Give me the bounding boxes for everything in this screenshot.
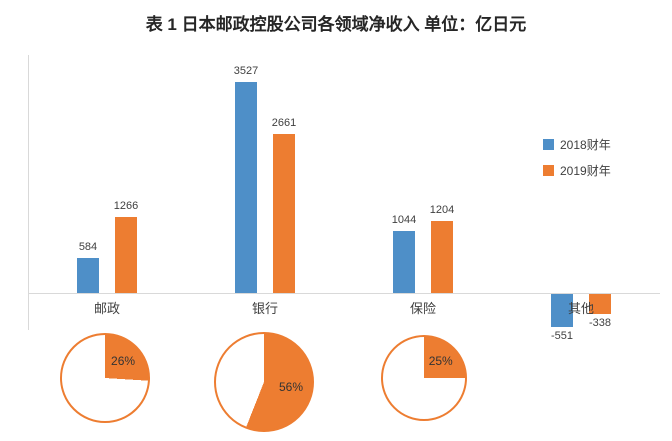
pie-chart-cat3	[381, 335, 467, 421]
bar-series2-cat4	[589, 294, 611, 315]
x-axis-line	[28, 293, 660, 294]
bar-series1-cat2	[235, 82, 257, 293]
value-label: 3527	[233, 65, 259, 77]
pie-label: 25%	[428, 354, 453, 369]
legend-swatch-2019	[543, 165, 554, 176]
legend-item-2019: 2019财年	[543, 162, 611, 179]
value-label: 584	[78, 241, 98, 254]
legend-label-2018: 2018财年	[560, 138, 611, 152]
page-title: 表 1 日本邮政控股公司各领域净收入 单位：亿日元	[145, 15, 527, 34]
bar-series2-cat2	[273, 133, 295, 293]
legend-label-2019: 2019财年	[560, 164, 611, 178]
bar-series2-cat1	[115, 217, 137, 293]
bar-series1-cat3	[393, 230, 415, 293]
y-axis-line	[28, 55, 29, 330]
value-label: 1204	[429, 203, 455, 216]
bar-series1-cat1	[77, 258, 99, 293]
legend: 2018财年 2019财年	[543, 136, 611, 188]
value-label: 2661	[271, 116, 297, 129]
category-label: 保险	[409, 301, 436, 316]
category-label: 银行	[251, 301, 278, 316]
legend-swatch-2018	[543, 139, 554, 150]
value-label: -551	[550, 329, 574, 342]
pie-label: 56%	[278, 380, 304, 395]
legend-item-2018: 2018财年	[543, 136, 611, 153]
category-label: 其他	[567, 301, 594, 316]
bar-series1-cat4	[551, 294, 573, 327]
bar-series2-cat3	[431, 220, 453, 293]
value-label: 1044	[391, 213, 417, 226]
value-label: -338	[588, 317, 612, 330]
value-label: 1266	[113, 200, 139, 213]
category-label: 邮政	[93, 301, 120, 316]
pie-chart-cat1	[60, 333, 150, 423]
pie-chart-cat2	[214, 332, 314, 432]
pie-label: 26%	[111, 354, 136, 369]
